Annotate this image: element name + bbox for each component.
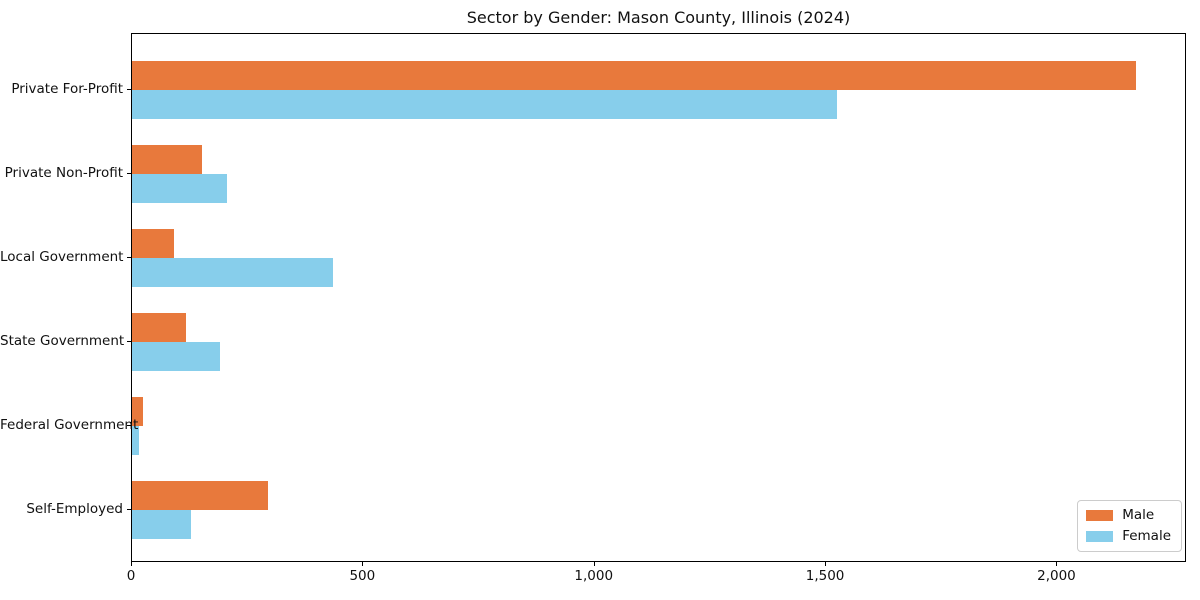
bar-female-self-employed <box>132 510 191 539</box>
legend-label-male: Male <box>1122 507 1155 523</box>
legend-item-male: Male <box>1086 508 1171 523</box>
x-tick-label-2000: 2,000 <box>1037 568 1076 584</box>
y-tick-label-state-government: State Government <box>0 333 125 349</box>
chart-title: Sector by Gender: Mason County, Illinois… <box>466 8 851 27</box>
legend-item-female: Female <box>1086 529 1171 544</box>
y-tick-mark-federal-government <box>127 425 131 426</box>
bar-male-private-for-profit <box>132 61 1136 90</box>
x-tick-label-1500: 1,500 <box>805 568 845 584</box>
legend-swatch-female <box>1086 531 1114 542</box>
y-tick-mark-private-for-profit <box>127 89 131 90</box>
bar-male-self-employed <box>132 481 268 510</box>
y-tick-mark-state-government <box>127 341 131 342</box>
x-tick-mark-1500 <box>825 562 827 566</box>
legend: Male Female <box>1077 500 1182 552</box>
y-tick-mark-self-employed <box>127 509 131 510</box>
x-tick-label-0: 0 <box>126 568 136 584</box>
y-tick-label-private-non-profit: Private Non-Profit <box>4 165 123 181</box>
x-tick-mark-500 <box>362 562 364 566</box>
bar-male-state-government <box>132 313 186 342</box>
y-tick-label-federal-government: Federal Government <box>0 417 139 433</box>
bar-male-federal-government <box>132 397 143 426</box>
x-tick-mark-2000 <box>1056 562 1058 566</box>
bar-female-federal-government <box>132 426 139 455</box>
bar-male-local-government <box>132 229 174 258</box>
y-tick-label-self-employed: Self-Employed <box>26 501 123 517</box>
y-tick-label-private-for-profit: Private For-Profit <box>11 81 123 97</box>
bar-female-state-government <box>132 342 220 371</box>
legend-swatch-male <box>1086 510 1114 521</box>
y-tick-mark-local-government <box>127 257 131 258</box>
y-tick-mark-private-non-profit <box>127 173 131 174</box>
plot-area <box>131 33 1186 562</box>
x-tick-label-500: 500 <box>349 568 376 584</box>
bar-female-local-government <box>132 258 333 287</box>
y-tick-label-local-government: Local Government <box>0 249 124 265</box>
bar-female-private-non-profit <box>132 174 227 203</box>
x-tick-label-1000: 1,000 <box>574 568 614 584</box>
bar-female-private-for-profit <box>132 90 837 119</box>
bar-male-private-non-profit <box>132 145 202 174</box>
x-tick-mark-1000 <box>593 562 595 566</box>
legend-label-female: Female <box>1122 528 1171 544</box>
x-tick-mark-0 <box>131 562 132 566</box>
